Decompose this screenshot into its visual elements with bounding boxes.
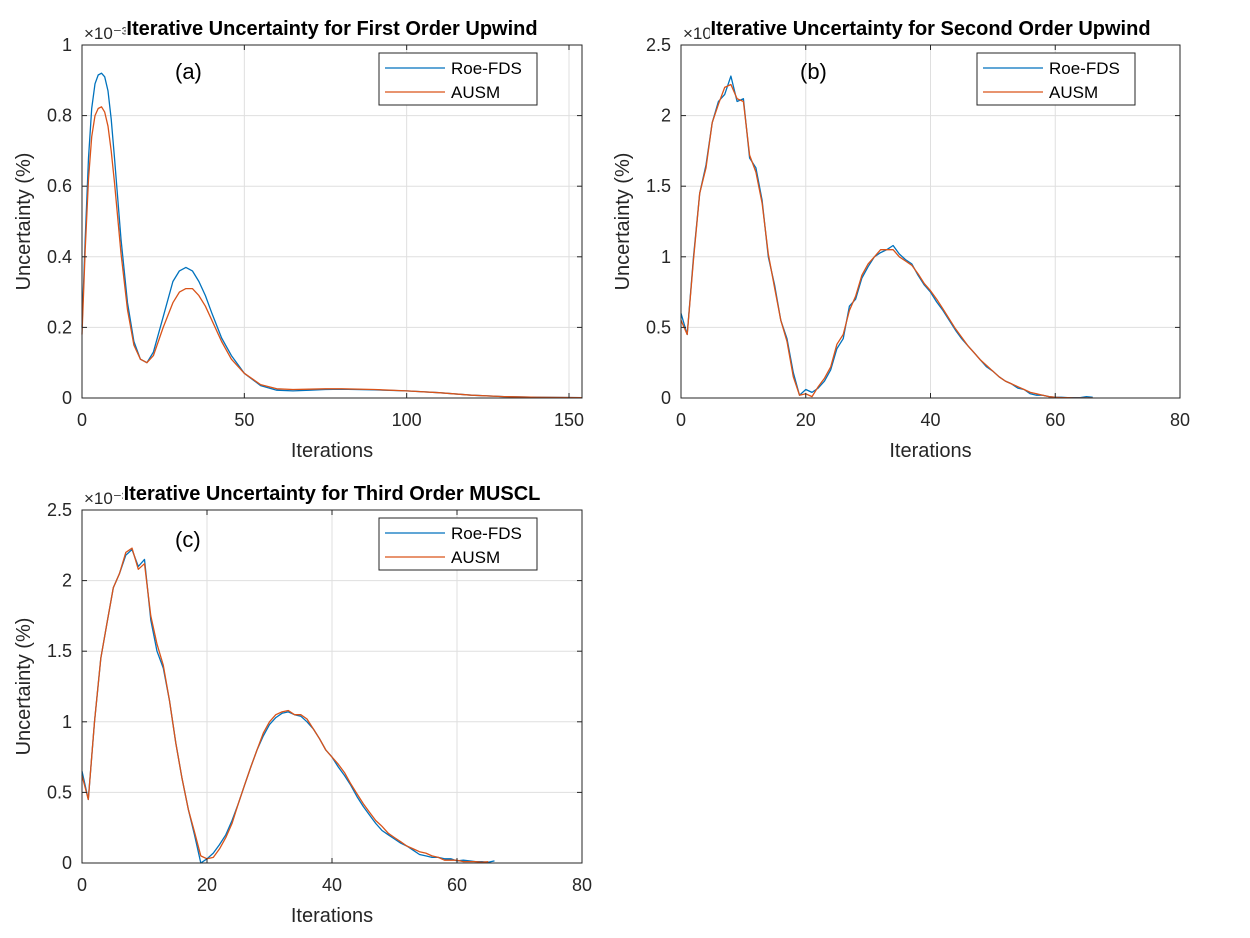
chart-panel-1: 0 20 40 60 80 0 0.5 1 1.5 2 2.5 ×10⁻³ Iterations Unce… [612,16,1190,462]
legend-box [976,52,1136,106]
panel-tag-label: (a) [175,59,202,84]
y-tick-label: 2 [661,106,671,126]
legend-label: Roe-FDS [451,59,522,78]
x-axis-label: Iterations [889,440,971,462]
x-tick-label: 0 [77,410,87,430]
legend: Roe-FDS AUSM [378,517,538,571]
x-tick-label: 100 [392,410,422,430]
y-tick-label: 0 [661,388,671,408]
legend-label: AUSM [1049,83,1098,102]
x-axis-label: Iterations [291,440,373,462]
y-tick-label: 2.5 [47,500,72,520]
y-tick-label: 1.5 [47,641,72,661]
x-tick-label: 40 [920,410,940,430]
x-tick-label: 20 [197,875,217,895]
chart-panel-0: 0 50 100 150 0 0.2 0.4 0.6 0.8 1 ×10⁻³ Iterations Un… [13,16,584,462]
x-tick-label: 150 [554,410,584,430]
y-exponent-label: ×10⁻³ [84,489,128,508]
x-tick-label: 60 [447,875,467,895]
x-tick-label: 60 [1045,410,1065,430]
series-line-ausm [680,83,1093,399]
y-tick-label: 0.2 [47,317,72,337]
legend-label: AUSM [451,83,500,102]
y-tick-label: 0.5 [47,782,72,802]
panel-tag-label: (b) [800,59,827,84]
x-tick-label: 50 [234,410,254,430]
y-tick-label: 1 [62,35,72,55]
y-axis-label: Uncertainty (%) [13,153,35,291]
legend-box [378,517,538,571]
x-tick-label: 80 [1170,410,1190,430]
legend: Roe-FDS AUSM [378,52,538,106]
panel-tag-label: (c) [175,527,201,552]
y-tick-label: 0 [62,388,72,408]
y-tick-label: 2.5 [646,35,671,55]
y-tick-label: 0.5 [646,317,671,337]
y-tick-label: 1 [62,712,72,732]
legend-box [378,52,538,106]
series-line-roefds [81,548,495,864]
x-tick-label: 80 [572,875,592,895]
axes-box [81,44,583,399]
y-tick-label: 1.5 [646,176,671,196]
legend-label: Roe-FDS [451,524,522,543]
x-tick-label: 0 [77,875,87,895]
chart-title: Iterative Uncertainty for Third Order MU… [124,483,541,505]
series-line-ausm [81,106,583,399]
y-tick-label: 0.8 [47,106,72,126]
y-tick-label: 2 [62,571,72,591]
x-tick-label: 20 [796,410,816,430]
legend: Roe-FDS AUSM [976,52,1136,106]
x-axis-label: Iterations [291,905,373,927]
chart-panel-2: 0 20 40 60 80 0 0.5 1 1.5 2 2.5 ×10⁻³ Iterations Unce… [13,481,592,927]
y-tick-label: 1 [661,247,671,267]
y-exponent-label: ×10⁻³ [683,24,727,43]
y-tick-label: 0.6 [47,176,72,196]
y-axis-label: Uncertainty (%) [13,618,35,756]
y-tick-label: 0.4 [47,247,72,267]
chart-title: Iterative Uncertainty for First Order Up… [126,18,537,40]
y-tick-label: 0 [62,853,72,873]
legend-label: Roe-FDS [1049,59,1120,78]
x-tick-label: 0 [676,410,686,430]
chart-title: Iterative Uncertainty for Second Order U… [710,18,1150,40]
series-line-ausm [81,547,489,863]
legend-label: AUSM [451,548,500,567]
y-exponent-label: ×10⁻³ [84,24,128,43]
y-axis-label: Uncertainty (%) [612,153,634,291]
x-tick-label: 40 [322,875,342,895]
